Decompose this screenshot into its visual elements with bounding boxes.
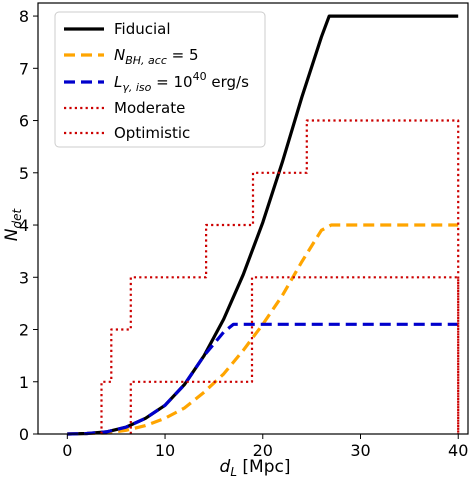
- plot-lines: [67, 14, 460, 436]
- legend-label-lgamma: Lγ, iso = 1040 erg/s: [114, 70, 249, 94]
- legend-label-nbh: NBH, acc = 5: [114, 46, 199, 67]
- y-axis-ticks: 0 1 2 3 4 5 6 7 8: [19, 7, 38, 444]
- legend-label-moderate: Moderate: [114, 99, 185, 117]
- x-tick-label: 10: [155, 441, 175, 460]
- y-tick-label: 3: [19, 268, 29, 287]
- x-tick-label: 20: [253, 441, 273, 460]
- y-tick-label: 6: [19, 112, 29, 131]
- x-axis-label: dL [Mpc]: [220, 457, 291, 479]
- legend: Fiducial NBH, acc = 5 Lγ, iso = 1040 erg…: [54, 11, 266, 148]
- y-tick-label: 8: [19, 7, 29, 26]
- legend-label-optimistic: Optimistic: [114, 124, 190, 142]
- series-line-3: [129, 276, 460, 434]
- x-tick-label: 40: [448, 441, 468, 460]
- y-tick-label: 2: [19, 321, 29, 340]
- legend-label-fiducial: Fiducial: [114, 20, 171, 38]
- y-tick-label: 4: [19, 216, 29, 235]
- legend-box: [54, 11, 266, 148]
- plot-frame: [37, 2, 469, 435]
- y-tick-label: 0: [19, 425, 29, 444]
- series-line-1: [67, 223, 459, 436]
- x-tick-label: 0: [62, 441, 72, 460]
- series-line-4: [100, 119, 460, 434]
- y-axis-label: Ndet: [2, 208, 24, 242]
- x-axis-ticks: 0 10 20 30 40: [62, 434, 468, 460]
- y-tick-label: 1: [19, 373, 29, 392]
- series-line-2: [67, 322, 459, 436]
- y-tick-label: 7: [19, 59, 29, 78]
- y-tick-label: 5: [19, 164, 29, 183]
- x-tick-label: 30: [350, 441, 370, 460]
- legend-handles: [64, 27, 104, 135]
